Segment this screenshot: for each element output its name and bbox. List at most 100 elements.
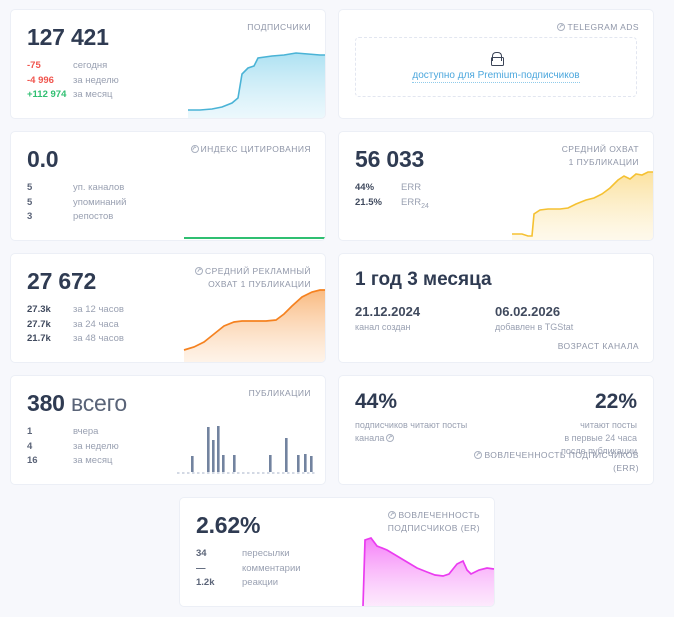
channel-created-date: 21.12.2024: [355, 304, 421, 319]
card-citation-index-value: 0.0: [27, 146, 59, 172]
card-subscribers-rows: -75 сегодня -4 996 за неделю +112 974 за…: [27, 59, 309, 103]
card-err-engagement[interactable]: ВОВЛЕЧЕННОСТЬ ПОДПИСЧИКОВ (ERR) 44% подп…: [338, 375, 654, 485]
err-right-description: читают посты в первые 24 часа после публ…: [561, 420, 637, 456]
info-icon: [557, 23, 566, 31]
card-citation-index[interactable]: ИНДЕКС ЦИТИРОВАНИЯ 0.0 5 уп. каналов 5 у…: [10, 131, 326, 241]
card-ad-reach[interactable]: СРЕДНИЙ РЕКЛАМНЫЙ ОХВАТ 1 ПУБЛИКАЦИИ 27 …: [10, 253, 326, 363]
metric-label: за 24 часа: [73, 318, 119, 330]
metric-label: комментарии: [242, 562, 301, 574]
card-publications[interactable]: ПУБЛИКАЦИИ: [10, 375, 326, 485]
dashboard-grid: ПОДПИСЧИКИ 127 421 -75 сегодня: [0, 0, 674, 485]
metric-value: 34: [196, 548, 207, 559]
metric-value: +112 974: [27, 89, 67, 100]
info-icon: [195, 267, 203, 275]
err-left-description: подписчиков читают посты канала: [355, 420, 468, 443]
channel-added-label: добавлен в TGStat: [495, 322, 574, 332]
info-icon: [474, 451, 483, 459]
metric-row: 3 репостов: [27, 210, 309, 225]
channel-created-label: канал создан: [355, 322, 411, 332]
metric-value: -4 996: [27, 74, 54, 86]
card-channel-age[interactable]: ВОЗРАСТ КАНАЛА 1 год 3 месяца 21.12.2024…: [338, 253, 654, 363]
err-left-value: 44%: [355, 390, 398, 413]
metric-value: 1.2k: [196, 577, 215, 588]
metric-row: 5 упоминаний: [27, 196, 309, 211]
ad-reach-sparkline: [180, 284, 325, 362]
premium-locked-box[interactable]: доступно для Premium-подписчиков: [355, 37, 637, 97]
metric-label: сегодня: [73, 60, 108, 71]
channel-added-block: 06.02.2026 добавлен в TGStat: [495, 303, 635, 332]
metric-value: 44%: [355, 182, 375, 193]
card-publications-value: 380 всего: [27, 390, 127, 416]
metric-label: вчера: [73, 426, 99, 437]
metric-value: 21.5%: [355, 196, 382, 208]
metric-label: уп. каналов: [73, 182, 125, 193]
err-right-value: 22%: [594, 390, 637, 413]
card-telegram-ads[interactable]: TELEGRAM ADS доступно для Premium-подпис…: [338, 9, 654, 119]
metric-label: за 12 часов: [73, 304, 124, 315]
card-ad-reach-rows: 27.3k за 12 часов 27.7k за 24 часа 21.7k…: [27, 303, 309, 347]
metric-label: репостов: [73, 211, 114, 222]
card-subscribers-value: 127 421: [27, 24, 109, 50]
card-average-reach-label: СРЕДНИЙ ОХВАТ 1 ПУБЛИКАЦИИ: [561, 144, 639, 167]
metric-row: 1.2k реакции: [196, 576, 478, 591]
metric-row: 5 уп. каналов: [27, 181, 309, 196]
card-publications-label: ПУБЛИКАЦИИ: [248, 388, 311, 398]
metric-row: 21.7k за 48 часов: [27, 332, 309, 347]
err-right-block: 22% читают посты в первые 24 часа после …: [561, 390, 637, 458]
metric-value: 16: [27, 455, 38, 466]
metric-label: пересылки: [242, 548, 290, 559]
metric-value: 1: [27, 426, 33, 437]
subscribers-sparkline: [180, 40, 325, 118]
metric-row: 1 вчера: [27, 425, 309, 440]
card-telegram-ads-label: TELEGRAM ADS: [557, 21, 639, 34]
metric-value: 5: [27, 182, 33, 193]
metric-value: 3: [27, 211, 33, 222]
card-citation-index-label: ИНДЕКС ЦИТИРОВАНИЯ: [190, 143, 311, 156]
card-publications-rows: 1 вчера 4 за неделю 16 за месяц: [27, 425, 309, 469]
metric-value: —: [196, 562, 206, 574]
card-citation-index-rows: 5 уп. каналов 5 упоминаний 3 репостов: [27, 181, 309, 225]
card-err-engagement-label: ВОВЛЕЧЕННОСТЬ ПОДПИСЧИКОВ (ERR): [459, 449, 639, 474]
metric-label: за 48 часов: [73, 333, 124, 344]
metric-value: 5: [27, 196, 33, 208]
citation-index-sparkline: [180, 162, 325, 240]
metric-value: 27.3k: [27, 304, 51, 315]
card-subscribers[interactable]: ПОДПИСЧИКИ 127 421 -75 сегодня: [10, 9, 326, 119]
dashboard-last-row: ВОВЛЕЧЕННОСТЬ ПОДПИСЧИКОВ (ER) 2.62% 34: [0, 485, 674, 607]
card-er-engagement-rows: 34 пересылки — комментарии 1.2k реакции: [196, 547, 478, 591]
metric-row: 4 за неделю: [27, 440, 309, 455]
metric-value: 21.7k: [27, 333, 51, 344]
card-average-reach[interactable]: СРЕДНИЙ ОХВАТ 1 ПУБЛИКАЦИИ 56 033 44%: [338, 131, 654, 241]
card-ad-reach-value: 27 672: [27, 268, 97, 294]
card-average-reach-value: 56 033: [355, 146, 425, 172]
card-channel-age-value: 1 год 3 месяца: [355, 269, 492, 290]
metric-row: -4 996 за неделю: [27, 74, 309, 89]
metric-value: 27.7k: [27, 318, 51, 330]
card-channel-age-label: ВОЗРАСТ КАНАЛА: [557, 340, 639, 351]
metric-label: упоминаний: [73, 196, 127, 208]
card-average-reach-rows: 44% ERR 21.5% ERR24: [355, 181, 637, 214]
metric-row: -75 сегодня: [27, 59, 309, 74]
average-reach-sparkline: [508, 162, 653, 240]
card-er-engagement-label: ВОВЛЕЧЕННОСТЬ ПОДПИСЧИКОВ (ER): [387, 510, 480, 533]
metric-label: за неделю: [73, 74, 119, 86]
metric-label: за месяц: [73, 455, 113, 466]
card-ad-reach-label: СРЕДНИЙ РЕКЛАМНЫЙ ОХВАТ 1 ПУБЛИКАЦИИ: [195, 265, 311, 290]
metric-row: 21.5% ERR24: [355, 196, 637, 214]
card-er-engagement[interactable]: ВОВЛЕЧЕННОСТЬ ПОДПИСЧИКОВ (ER) 2.62% 34: [179, 497, 495, 607]
card-subscribers-label: ПОДПИСЧИКИ: [247, 22, 311, 32]
metric-row: 27.3k за 12 часов: [27, 303, 309, 318]
publications-bars: [177, 412, 317, 474]
info-icon: [388, 511, 397, 519]
metric-row: — комментарии: [196, 562, 478, 577]
metric-label: ERR24: [401, 196, 429, 210]
channel-created-block: 21.12.2024 канал создан: [355, 303, 495, 332]
metric-value: 4: [27, 440, 33, 452]
info-icon: [386, 434, 395, 442]
premium-subscribers-link[interactable]: доступно для Premium-подписчиков: [412, 69, 580, 83]
metric-label: за неделю: [73, 440, 119, 452]
metric-value: -75: [27, 60, 41, 71]
metric-row: 44% ERR: [355, 181, 637, 196]
info-icon: [190, 145, 199, 153]
metric-label: реакции: [242, 577, 279, 588]
